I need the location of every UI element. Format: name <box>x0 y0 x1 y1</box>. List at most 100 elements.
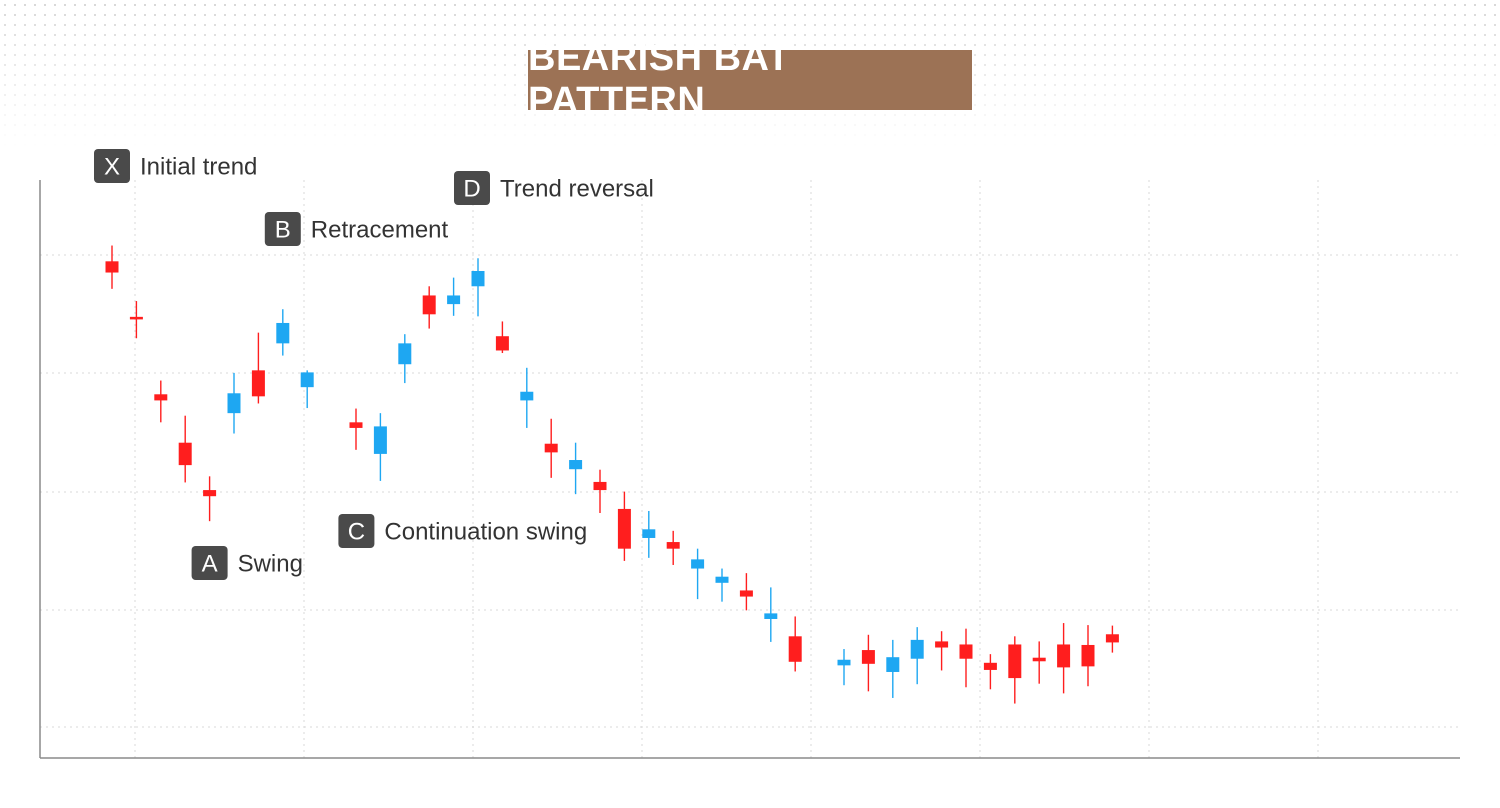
candle <box>1057 623 1071 694</box>
candle <box>642 510 656 558</box>
candle-body <box>788 636 802 662</box>
candle-body <box>642 529 656 538</box>
candle <box>886 639 900 698</box>
candle-body <box>837 659 851 666</box>
annotation-text: Retracement <box>311 217 449 244</box>
axes <box>39 180 1460 759</box>
candle-body <box>154 394 168 401</box>
candle-body <box>910 639 924 659</box>
candle <box>617 491 631 561</box>
annotation-c: C Continuation swing <box>338 514 587 548</box>
candle-body <box>691 559 705 569</box>
candle <box>300 370 314 409</box>
candle <box>1081 625 1095 687</box>
candle <box>251 332 265 404</box>
candle <box>227 372 241 434</box>
annotation-letter-box <box>264 212 301 246</box>
candle-body <box>1081 644 1095 667</box>
candle <box>691 548 705 600</box>
annotation-a: A Swing <box>191 546 303 580</box>
candle <box>1032 641 1046 684</box>
candle-body <box>739 590 753 597</box>
annotation-letter-box <box>338 514 375 548</box>
annotation-letter-box <box>191 546 228 580</box>
candle <box>495 321 509 354</box>
annotation-text: Swing <box>238 551 303 578</box>
annotation-letter-box <box>454 171 490 205</box>
annotation-letter: D <box>463 176 480 203</box>
candle-body <box>227 393 241 414</box>
chart-title: BEARISH BAT PATTERN <box>528 37 791 122</box>
candle-body <box>617 508 631 549</box>
annotation-text: Initial trend <box>140 154 257 181</box>
candle-body <box>764 613 778 619</box>
annotation-text: Trend reversal <box>500 176 654 203</box>
candle <box>715 568 729 602</box>
annotation-d: D Trend reversal <box>454 171 654 205</box>
candle <box>1008 636 1022 704</box>
title-banner: BEARISH BAT PATTERN <box>528 37 972 122</box>
candle-body <box>129 316 143 320</box>
candle-body <box>520 391 534 401</box>
candle <box>910 627 924 685</box>
candle-body <box>422 295 436 315</box>
candle-body <box>471 270 485 287</box>
candle <box>349 408 363 450</box>
candle-body <box>935 641 949 648</box>
candle <box>1105 625 1119 653</box>
candle <box>471 258 485 317</box>
candle <box>203 476 217 522</box>
candle-body <box>959 644 973 659</box>
candle <box>764 587 778 642</box>
candle-body <box>861 650 875 664</box>
candle-body <box>349 422 363 428</box>
candle-body <box>276 322 290 344</box>
candle <box>861 634 875 692</box>
grid <box>40 180 1460 758</box>
candle <box>569 442 583 495</box>
candle <box>154 380 168 423</box>
annotation-letter: A <box>202 551 218 578</box>
candle-body <box>1057 644 1071 668</box>
annotation-x: X Initial trend <box>94 149 257 183</box>
annotation-b: B Retracement <box>264 212 449 246</box>
candle-body <box>398 343 412 365</box>
candle <box>935 631 949 671</box>
candle-body <box>569 460 583 470</box>
candle-body <box>105 261 119 273</box>
candle <box>837 649 851 686</box>
candle <box>105 245 119 289</box>
candle-body <box>203 490 217 497</box>
candle <box>788 616 802 672</box>
candle-body <box>447 295 461 305</box>
candle <box>666 530 680 565</box>
candle <box>739 573 753 611</box>
candle <box>129 301 143 339</box>
annotation-letter: C <box>348 519 365 546</box>
candle-body <box>300 372 314 388</box>
candle-body <box>544 443 558 453</box>
candle <box>983 654 997 690</box>
annotation-letter: B <box>275 217 291 244</box>
annotation-letter-box <box>94 149 130 183</box>
candle-body <box>1008 644 1022 679</box>
candle-body <box>1105 634 1119 643</box>
candle-body <box>666 542 680 549</box>
candles <box>105 245 1119 704</box>
candle-body <box>373 426 387 454</box>
candle <box>544 418 558 478</box>
annotation-text: Continuation swing <box>384 519 587 546</box>
annotations: X Initial trend A Swing B Retracement C Continu… <box>94 149 654 580</box>
candle <box>276 309 290 356</box>
candle <box>447 277 461 316</box>
candle <box>959 628 973 688</box>
candle-body <box>1032 657 1046 662</box>
annotation-letter: X <box>104 154 120 181</box>
candle-body <box>495 336 509 351</box>
candle <box>593 469 607 514</box>
candle-body <box>178 442 192 466</box>
candle <box>178 415 192 483</box>
candle <box>422 286 436 329</box>
candle-body <box>715 576 729 583</box>
